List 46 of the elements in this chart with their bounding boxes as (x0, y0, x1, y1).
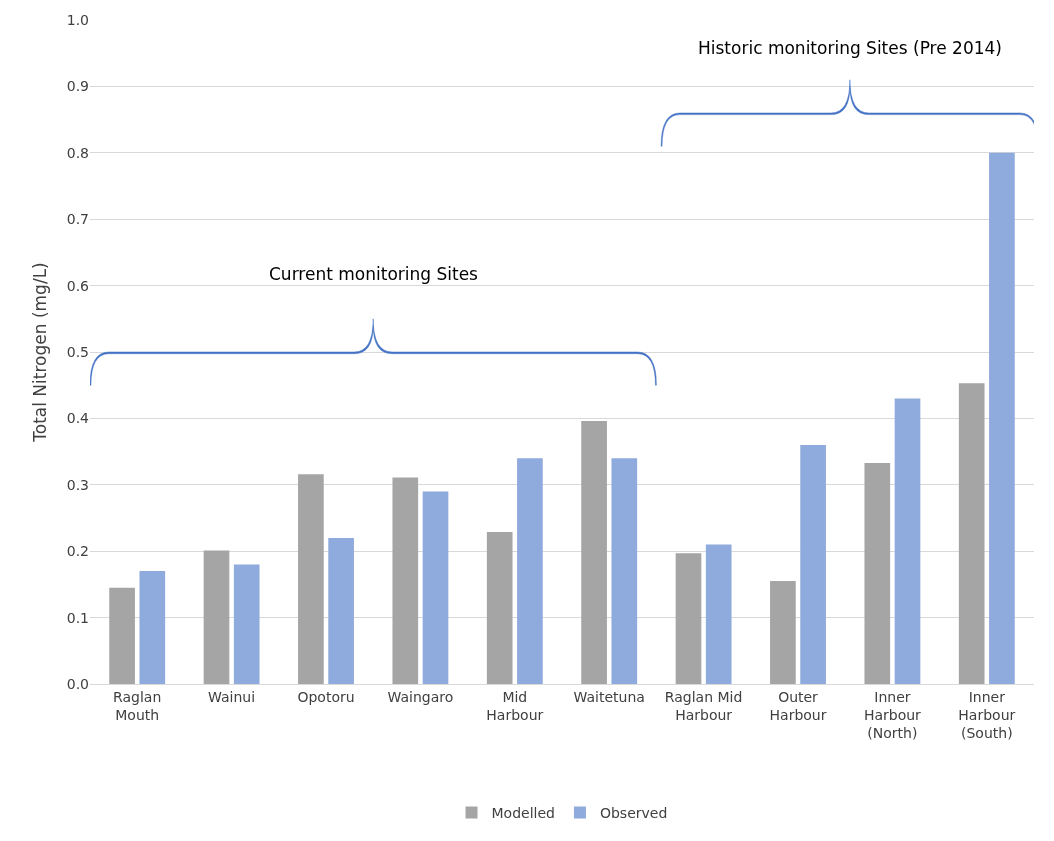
x-tick-label: Waingaro (387, 688, 454, 705)
x-tick-label: Inner Harbour (South) (958, 688, 1016, 742)
y-tick-label: 0.0 (66, 675, 89, 692)
bar (611, 458, 638, 684)
bar (675, 553, 702, 684)
y-tick-label: 0.1 (66, 609, 89, 626)
bar (958, 383, 985, 684)
bar (894, 398, 921, 684)
bar (392, 477, 419, 684)
x-tick-label: Inner Harbour (North) (863, 688, 922, 742)
y-tick-label: 0.8 (66, 144, 89, 161)
bar (203, 550, 230, 684)
legend-label: Modelled (491, 804, 555, 821)
y-tick-label: 0.2 (66, 543, 89, 560)
y-tick-label: 0.5 (66, 343, 89, 360)
bar (486, 531, 513, 684)
bar (298, 474, 324, 684)
y-tick-label: 0.9 (66, 78, 89, 95)
bar (233, 564, 260, 684)
x-tick-label: Waitetuna (573, 688, 645, 705)
x-tick-label: Wainui (208, 688, 256, 705)
y-tick-label: 0.7 (66, 211, 89, 228)
bar (581, 421, 607, 684)
bar (328, 537, 354, 684)
x-tick-label: Raglan Mid Harbour (664, 688, 743, 723)
annotation: Current monitoring Sites (269, 264, 479, 284)
y-tick-label: 1.0 (66, 11, 89, 28)
y-tick-label: 0.4 (66, 410, 90, 427)
bar (517, 458, 543, 684)
x-tick-label: Opotoru (297, 688, 355, 705)
bar (864, 462, 891, 684)
bar (770, 581, 796, 684)
y-tick-label: 0.3 (66, 476, 89, 493)
legend-label: Observed (599, 804, 668, 821)
annotation: Historic monitoring Sites (Pre 2014) (698, 38, 1002, 58)
x-tick-label: Raglan Mouth (113, 688, 162, 723)
bar (705, 544, 732, 684)
bar (139, 571, 166, 684)
x-tick-label: Mid Harbour (486, 688, 544, 723)
bar (989, 152, 1015, 684)
bar (109, 587, 135, 684)
y-tick-label: 0.6 (66, 277, 90, 294)
y-axis-title: Total Nitrogen (mg/L) (30, 262, 51, 443)
x-tick-label: Outer Harbour (769, 688, 827, 723)
bar (800, 444, 826, 684)
bar (422, 491, 449, 684)
